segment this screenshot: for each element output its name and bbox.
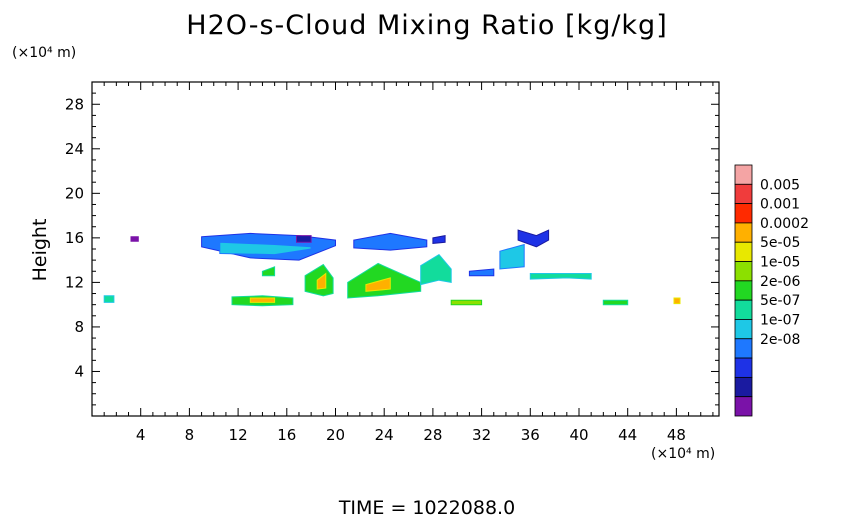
cloud-region-2: [353, 232, 428, 251]
colorbar-swatch: [734, 319, 753, 340]
colorbar-swatch: [734, 357, 753, 378]
colorbar-label: 0.0002: [760, 216, 809, 232]
colorbar-label: 1e-07: [760, 312, 800, 328]
x-tick-label: 32: [472, 426, 491, 444]
colorbar-swatch: [734, 299, 753, 320]
x-tick-label: 28: [423, 426, 442, 444]
colorbar-swatch: [734, 280, 753, 301]
colorbar: 0.005 0.001 0.0002 5e-05 1e-05 2e-06 5e-07 1e-0…: [734, 164, 809, 417]
cloud-region-18: [673, 297, 681, 305]
cloud-region-16: [103, 295, 115, 303]
colorbar-swatch: [734, 241, 753, 262]
cloud-region-3: [432, 234, 446, 244]
colorbar-label: 5e-05: [760, 235, 800, 251]
colorbar-label: 2e-08: [760, 332, 800, 348]
cloud-region-4: [517, 229, 550, 248]
colorbar-label: 1e-05: [760, 255, 800, 271]
colorbar-label: 0.005: [760, 177, 800, 193]
y-tick-label: 28: [65, 95, 84, 113]
x-tick-label: 16: [277, 426, 296, 444]
time-footer: TIME = 1022088.0: [338, 497, 516, 519]
colorbar-swatch: [734, 164, 753, 185]
cloud-regions: [103, 229, 681, 307]
cloud-region-7: [249, 297, 276, 303]
x-tick-label: 4: [136, 426, 146, 444]
cloud-region-5: [499, 243, 525, 270]
y-tick-label: 24: [65, 140, 84, 158]
y-tick-label: 8: [74, 318, 84, 336]
cloud-region-19: [130, 236, 139, 242]
x-tick-label: 20: [326, 426, 345, 444]
y-tick-label: 16: [65, 229, 84, 247]
cloud-region-14: [529, 273, 592, 280]
y-axis-unit: (×10⁴ m): [12, 45, 77, 61]
cloud-region-9: [316, 272, 327, 290]
y-tick-label: 12: [65, 273, 84, 291]
colorbar-swatch: [734, 396, 753, 417]
x-axis-unit: (×10⁴ m): [651, 446, 716, 462]
cloud-region-11: [365, 277, 391, 292]
x-tick-label: 24: [375, 426, 394, 444]
cloud-region-20: [296, 235, 312, 243]
colorbar-label: 2e-06: [760, 274, 800, 290]
cloud-region-13: [450, 299, 483, 306]
cloud-region-12: [420, 253, 452, 286]
x-tick-label: 8: [185, 426, 195, 444]
x-tick-label: 40: [569, 426, 588, 444]
colorbar-swatch: [734, 338, 753, 359]
x-tick-label: 12: [229, 426, 248, 444]
x-tick-label: 36: [521, 426, 540, 444]
y-tick-label: 4: [74, 362, 84, 380]
cloud-region-15: [602, 299, 629, 306]
colorbar-swatch: [734, 203, 753, 224]
colorbar-swatch: [734, 376, 753, 398]
chart-title: H2O-s-Cloud Mixing Ratio [kg/kg]: [186, 10, 668, 41]
x-tick-label: 48: [667, 426, 686, 444]
x-tick-label: 44: [618, 426, 637, 444]
cloud-region-1: [219, 241, 312, 256]
y-tick-label: 20: [65, 184, 84, 202]
colorbar-label: 5e-07: [760, 293, 800, 309]
colorbar-swatch: [734, 222, 753, 243]
cloud-region-21: [468, 268, 495, 277]
colorbar-swatch: [734, 183, 753, 205]
colorbar-label: 0.001: [760, 197, 800, 213]
cloud-region-17: [261, 266, 276, 277]
colorbar-swatch: [734, 261, 753, 282]
